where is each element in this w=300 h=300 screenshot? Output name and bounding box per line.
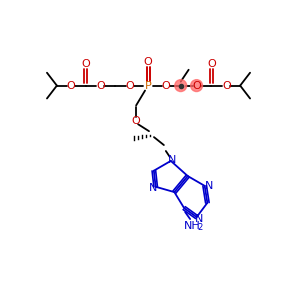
Circle shape xyxy=(190,80,202,92)
Text: O: O xyxy=(161,81,170,91)
Text: N: N xyxy=(148,183,157,193)
Text: N: N xyxy=(168,155,176,165)
Text: O: O xyxy=(66,81,75,91)
Text: 2: 2 xyxy=(197,224,203,232)
Text: O: O xyxy=(144,57,152,67)
Text: N: N xyxy=(194,214,203,224)
Text: P: P xyxy=(145,81,152,91)
Text: O: O xyxy=(207,59,216,69)
Text: NH: NH xyxy=(184,221,200,231)
Text: O: O xyxy=(192,81,201,91)
Text: O: O xyxy=(126,81,135,91)
Text: N: N xyxy=(205,181,213,191)
Text: O: O xyxy=(81,59,90,69)
Text: O: O xyxy=(96,81,105,91)
Text: O: O xyxy=(222,81,231,91)
Circle shape xyxy=(175,80,187,92)
Text: O: O xyxy=(132,116,140,126)
